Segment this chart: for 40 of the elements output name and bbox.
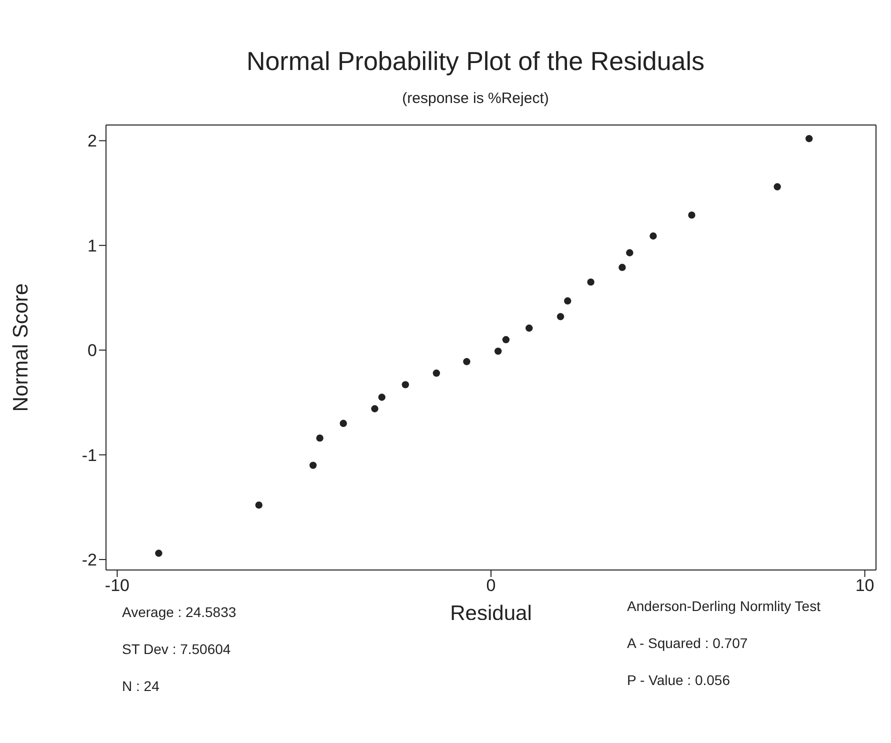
point: [371, 405, 378, 412]
point: [650, 232, 657, 240]
text: A - Squared : 0.707: [627, 634, 749, 653]
y-tick-label: 1: [88, 236, 97, 256]
text: N : 24: [122, 677, 160, 696]
point: [340, 420, 347, 428]
point: [463, 358, 470, 366]
point: [564, 297, 572, 305]
x-tick-label: 10: [855, 576, 874, 596]
point: [309, 462, 317, 469]
y-tick-label: 0: [88, 341, 97, 360]
point: [556, 313, 564, 320]
point: [618, 264, 626, 271]
point: [432, 370, 440, 377]
text: P - Value : 0.056: [627, 671, 731, 690]
point: [774, 183, 781, 190]
point: [316, 434, 324, 442]
point: [805, 135, 813, 142]
y-tick-label: -1: [82, 446, 97, 465]
y-tick-label: 2: [88, 132, 97, 151]
text: Anderson-Derling Normlity Test: [627, 597, 820, 616]
point: [494, 348, 502, 355]
x-axis-title: Residual: [450, 602, 532, 625]
point: [587, 278, 594, 286]
point: [378, 394, 386, 401]
point: [255, 501, 262, 509]
point: [402, 381, 410, 388]
text: Average : 24.5833: [122, 603, 236, 622]
chart-title: Normal Probability Plot of the Residuals: [245, 46, 706, 77]
y-axis-title: Normal Score: [9, 283, 32, 412]
x-tick-label: 0: [486, 576, 496, 596]
point: [502, 336, 510, 344]
y-tick-label: -2: [82, 550, 97, 570]
point: [626, 249, 634, 256]
text: ST Dev : 7.50604: [122, 640, 232, 659]
point: [688, 211, 696, 219]
point: [155, 550, 162, 557]
x-tick-label: -10: [104, 576, 130, 596]
point: [526, 324, 533, 332]
chart-subtitle: (response is %Reject): [401, 90, 550, 107]
